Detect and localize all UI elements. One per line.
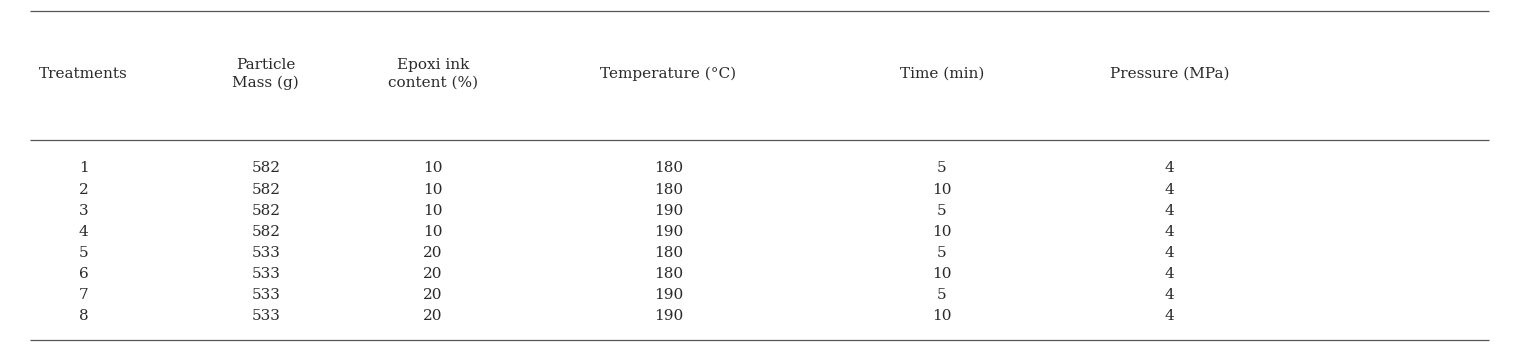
Text: 180: 180 — [653, 183, 684, 197]
Text: 533: 533 — [251, 288, 281, 302]
Text: 4: 4 — [1165, 309, 1174, 323]
Text: 4: 4 — [1165, 183, 1174, 197]
Text: 582: 582 — [251, 225, 281, 239]
Text: 10: 10 — [424, 161, 442, 176]
Text: 10: 10 — [933, 267, 951, 281]
Text: 582: 582 — [251, 204, 281, 218]
Text: Treatments: Treatments — [39, 67, 128, 81]
Text: 8: 8 — [79, 309, 88, 323]
Text: 533: 533 — [251, 246, 281, 260]
Text: 582: 582 — [251, 161, 281, 176]
Text: 2: 2 — [79, 183, 88, 197]
Text: 20: 20 — [424, 246, 442, 260]
Text: 10: 10 — [933, 225, 951, 239]
Text: 20: 20 — [424, 267, 442, 281]
Text: 5: 5 — [937, 161, 946, 176]
Text: 1: 1 — [79, 161, 88, 176]
Text: 190: 190 — [653, 309, 684, 323]
Text: 20: 20 — [424, 309, 442, 323]
Text: 6: 6 — [79, 267, 88, 281]
Text: 5: 5 — [79, 246, 88, 260]
Text: Pressure (MPa): Pressure (MPa) — [1110, 67, 1229, 81]
Text: Temperature (°C): Temperature (°C) — [600, 67, 737, 81]
Text: 180: 180 — [653, 246, 684, 260]
Text: Epoxi ink
content (%): Epoxi ink content (%) — [387, 58, 478, 90]
Text: 190: 190 — [653, 225, 684, 239]
Text: 4: 4 — [1165, 246, 1174, 260]
Text: 10: 10 — [933, 183, 951, 197]
Text: 4: 4 — [1165, 225, 1174, 239]
Text: 180: 180 — [653, 267, 684, 281]
Text: 10: 10 — [424, 204, 442, 218]
Text: Particle
Mass (g): Particle Mass (g) — [232, 58, 299, 90]
Text: 190: 190 — [653, 288, 684, 302]
Text: 4: 4 — [79, 225, 88, 239]
Text: 7: 7 — [79, 288, 88, 302]
Text: 10: 10 — [424, 183, 442, 197]
Text: 10: 10 — [933, 309, 951, 323]
Text: 5: 5 — [937, 288, 946, 302]
Text: 4: 4 — [1165, 288, 1174, 302]
Text: 5: 5 — [937, 246, 946, 260]
Text: 3: 3 — [79, 204, 88, 218]
Text: 4: 4 — [1165, 161, 1174, 176]
Text: 533: 533 — [251, 267, 281, 281]
Text: 4: 4 — [1165, 267, 1174, 281]
Text: 190: 190 — [653, 204, 684, 218]
Text: 5: 5 — [937, 204, 946, 218]
Text: Time (min): Time (min) — [899, 67, 984, 81]
Text: 20: 20 — [424, 288, 442, 302]
Text: 582: 582 — [251, 183, 281, 197]
Text: 4: 4 — [1165, 204, 1174, 218]
Text: 180: 180 — [653, 161, 684, 176]
Text: 533: 533 — [251, 309, 281, 323]
Text: 10: 10 — [424, 225, 442, 239]
